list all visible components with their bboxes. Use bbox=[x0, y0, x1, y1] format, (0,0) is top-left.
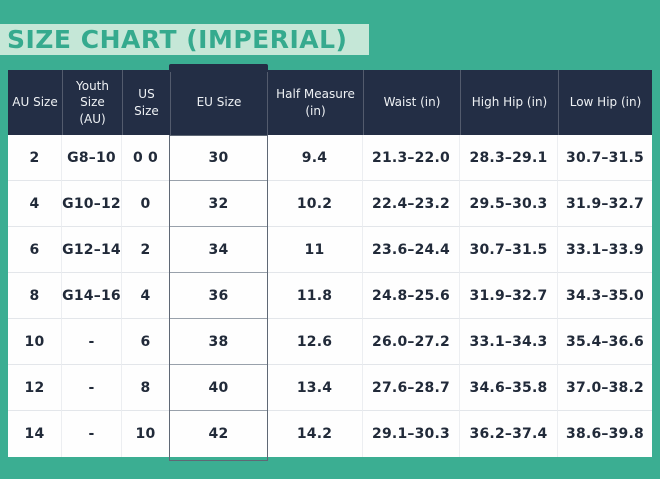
cell-youth-size: G12–14 bbox=[62, 227, 122, 273]
cell-us-size: 6 bbox=[122, 319, 170, 365]
cell-high-hip: 33.1–34.3 bbox=[460, 319, 558, 365]
cell-waist: 22.4–23.2 bbox=[363, 181, 460, 227]
cell-youth-size: G10–12 bbox=[62, 181, 122, 227]
cell-au-size: 6 bbox=[8, 227, 62, 273]
cell-high-hip: 29.5–30.3 bbox=[460, 181, 558, 227]
size-chart-table: AU Size Youth Size (AU) US Size EU Size … bbox=[8, 64, 652, 461]
cell-au-size: 8 bbox=[8, 273, 62, 319]
cell-au-size: 12 bbox=[8, 365, 62, 411]
cell-half-measure: 11.8 bbox=[267, 273, 363, 319]
cell-eu-size: 34 bbox=[170, 227, 267, 273]
cell-low-hip: 38.6–39.8 bbox=[558, 411, 652, 457]
cell-waist: 27.6–28.7 bbox=[363, 365, 460, 411]
cell-eu-size: 40 bbox=[170, 365, 267, 411]
cell-eu-size: 38 bbox=[170, 319, 267, 365]
page-title: SIZE CHART (IMPERIAL) bbox=[7, 25, 348, 54]
cell-half-measure: 11 bbox=[267, 227, 363, 273]
cell-us-size: 2 bbox=[122, 227, 170, 273]
cell-waist: 29.1–30.3 bbox=[363, 411, 460, 457]
cell-youth-size: G8–10 bbox=[62, 135, 122, 181]
cell-us-size: 10 bbox=[122, 411, 170, 457]
cell-high-hip: 34.6–35.8 bbox=[460, 365, 558, 411]
eu-column-raised-tab bbox=[169, 64, 268, 72]
cell-waist: 23.6–24.4 bbox=[363, 227, 460, 273]
cell-au-size: 4 bbox=[8, 181, 62, 227]
column-header-eu-size: EU Size bbox=[170, 70, 267, 135]
cell-half-measure: 13.4 bbox=[267, 365, 363, 411]
cell-low-hip: 31.9–32.7 bbox=[558, 181, 652, 227]
cell-youth-size: G14–16 bbox=[62, 273, 122, 319]
cell-youth-size: - bbox=[62, 365, 122, 411]
title-banner: SIZE CHART (IMPERIAL) bbox=[0, 24, 369, 55]
cell-half-measure: 9.4 bbox=[267, 135, 363, 181]
cell-waist: 26.0–27.2 bbox=[363, 319, 460, 365]
cell-high-hip: 28.3–29.1 bbox=[460, 135, 558, 181]
cell-us-size: 8 bbox=[122, 365, 170, 411]
column-header-au-size: AU Size bbox=[8, 70, 62, 135]
column-header-waist: Waist (in) bbox=[363, 70, 460, 135]
cell-au-size: 2 bbox=[8, 135, 62, 181]
cell-us-size: 0 0 bbox=[122, 135, 170, 181]
cell-waist: 24.8–25.6 bbox=[363, 273, 460, 319]
cell-low-hip: 30.7–31.5 bbox=[558, 135, 652, 181]
cell-au-size: 10 bbox=[8, 319, 62, 365]
cell-eu-size: 30 bbox=[170, 135, 267, 181]
cell-low-hip: 35.4–36.6 bbox=[558, 319, 652, 365]
cell-low-hip: 34.3–35.0 bbox=[558, 273, 652, 319]
cell-youth-size: - bbox=[62, 411, 122, 457]
cell-youth-size: - bbox=[62, 319, 122, 365]
column-header-half-measure: Half Measure (in) bbox=[267, 70, 363, 135]
cell-low-hip: 37.0–38.2 bbox=[558, 365, 652, 411]
cell-eu-size: 42 bbox=[170, 411, 267, 457]
cell-low-hip: 33.1–33.9 bbox=[558, 227, 652, 273]
cell-us-size: 4 bbox=[122, 273, 170, 319]
cell-us-size: 0 bbox=[122, 181, 170, 227]
cell-high-hip: 36.2–37.4 bbox=[460, 411, 558, 457]
cell-half-measure: 10.2 bbox=[267, 181, 363, 227]
cell-au-size: 14 bbox=[8, 411, 62, 457]
column-header-us-size: US Size bbox=[122, 70, 170, 135]
cell-half-measure: 14.2 bbox=[267, 411, 363, 457]
column-header-low-hip: Low Hip (in) bbox=[558, 70, 652, 135]
column-header-youth-size: Youth Size (AU) bbox=[62, 70, 122, 135]
cell-eu-size: 32 bbox=[170, 181, 267, 227]
cell-waist: 21.3–22.0 bbox=[363, 135, 460, 181]
cell-eu-size: 36 bbox=[170, 273, 267, 319]
cell-high-hip: 31.9–32.7 bbox=[460, 273, 558, 319]
cell-high-hip: 30.7–31.5 bbox=[460, 227, 558, 273]
column-header-high-hip: High Hip (in) bbox=[460, 70, 558, 135]
cell-half-measure: 12.6 bbox=[267, 319, 363, 365]
